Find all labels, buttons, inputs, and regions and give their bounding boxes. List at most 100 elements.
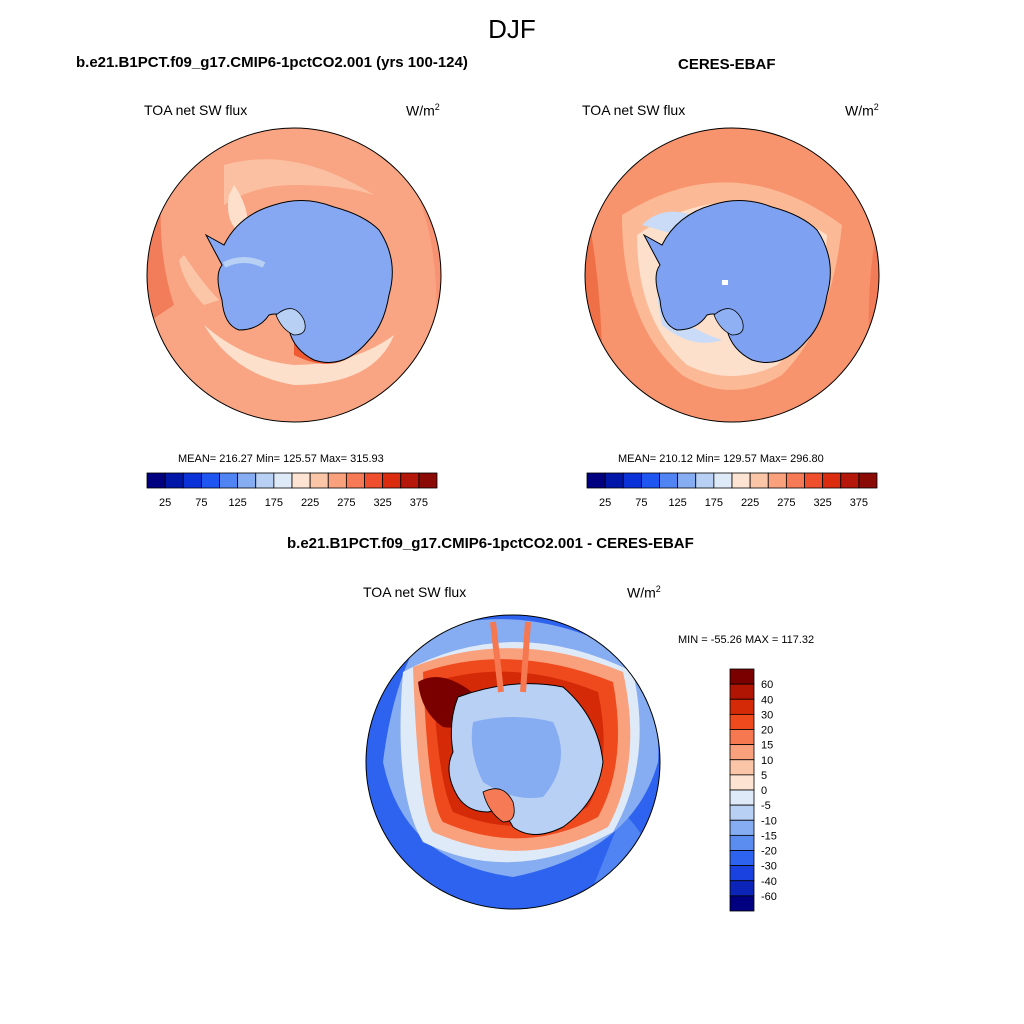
colorbar-swatch	[291, 472, 311, 489]
colorbar-swatch	[749, 472, 769, 489]
colorbar-label: 325	[813, 497, 831, 509]
colorbar-swatch	[822, 472, 842, 489]
colorbar-swatch	[804, 472, 824, 489]
colorbar-label: 125	[668, 497, 686, 509]
panel2-units: W/m2	[845, 102, 879, 119]
colorbar-label: 175	[265, 497, 283, 509]
colorbar-label: -20	[761, 846, 777, 858]
colorbar-swatch	[729, 865, 755, 882]
colorbar-swatch	[729, 774, 755, 791]
colorbar-swatch	[729, 729, 755, 746]
colorbar-swatch	[345, 472, 365, 489]
colorbar-label: -5	[761, 800, 771, 812]
colorbar-label: 60	[761, 679, 773, 691]
panel2-map	[584, 127, 880, 423]
colorbar-swatch	[327, 472, 347, 489]
colorbar-swatch	[731, 472, 751, 489]
colorbar-swatch	[309, 472, 329, 489]
colorbar-swatch	[146, 472, 166, 489]
colorbar-label: -60	[761, 891, 777, 903]
colorbar-swatch	[400, 472, 420, 489]
colorbar-swatch	[729, 744, 755, 761]
colorbar-swatch	[729, 713, 755, 730]
colorbar-swatch	[364, 472, 384, 489]
panel2-antarctica	[642, 200, 831, 363]
colorbar-swatch	[237, 472, 257, 489]
panel1-units: W/m2	[406, 102, 440, 119]
colorbar-swatch	[729, 880, 755, 897]
colorbar-label: 0	[761, 785, 767, 797]
figure-title: DJF	[488, 14, 536, 44]
colorbar-label: 225	[301, 497, 319, 509]
colorbar-swatch	[586, 472, 606, 489]
colorbar-label: 20	[761, 725, 773, 737]
colorbar-label: 375	[850, 497, 868, 509]
panel1-colorbar: 25 75 125 175 225 275 325 375	[146, 472, 438, 509]
colorbar-swatch	[219, 472, 239, 489]
colorbar-swatch	[273, 472, 293, 489]
colorbar-label: -30	[761, 861, 777, 873]
panel1-title: b.e21.B1PCT.f09_g17.CMIP6-1pctCO2.001 (y…	[76, 54, 468, 71]
panel2-title: CERES-EBAF	[678, 56, 776, 73]
colorbar-label: 40	[761, 694, 773, 706]
panel2-stats: MEAN= 210.12 Min= 129.57 Max= 296.80	[618, 453, 824, 465]
diff-title: b.e21.B1PCT.f09_g17.CMIP6-1pctCO2.001 - …	[287, 535, 694, 552]
panel1-antarctica	[204, 200, 393, 363]
colorbar-swatch	[729, 804, 755, 821]
panel3-variable: TOA net SW flux	[363, 584, 467, 600]
colorbar-swatch	[659, 472, 679, 489]
diff-colorbar: 60 40 30 20 15 10 5 0 -5 -10 -15 -20 -30 -40 -60	[729, 668, 777, 912]
colorbar-label: -15	[761, 830, 777, 842]
colorbar-swatch	[182, 472, 202, 489]
colorbar-swatch	[640, 472, 660, 489]
panel1-stats: MEAN= 216.27 Min= 125.57 Max= 315.93	[178, 453, 384, 465]
colorbar-swatch	[729, 834, 755, 851]
colorbar-label: 10	[761, 755, 773, 767]
colorbar-swatch	[785, 472, 805, 489]
colorbar-label: -40	[761, 876, 777, 888]
colorbar-label: 30	[761, 709, 773, 721]
colorbar-label: 275	[337, 497, 355, 509]
colorbar-swatch	[677, 472, 697, 489]
colorbar-swatch	[729, 698, 755, 715]
colorbar-swatch	[729, 683, 755, 700]
colorbar-label: 275	[777, 497, 795, 509]
colorbar-swatch	[729, 819, 755, 836]
panel3-stats: MIN = -55.26 MAX = 117.32	[678, 634, 815, 646]
colorbar-swatch	[255, 472, 275, 489]
colorbar-swatch	[840, 472, 860, 489]
colorbar-swatch	[729, 850, 755, 867]
colorbar-label: 25	[599, 497, 611, 509]
colorbar-swatch	[622, 472, 642, 489]
colorbar-swatch	[858, 472, 878, 489]
colorbar-swatch	[695, 472, 715, 489]
diff-map	[365, 614, 661, 910]
colorbar-swatch	[382, 472, 402, 489]
panel1-variable: TOA net SW flux	[144, 102, 248, 118]
colorbar-label: -10	[761, 815, 777, 827]
colorbar-label: 125	[228, 497, 246, 509]
panel2-colorbar: 25 75 125 175 225 275 325 375	[586, 472, 878, 509]
panel2-variable: TOA net SW flux	[582, 102, 686, 118]
colorbar-swatch	[604, 472, 624, 489]
panel3-units: W/m2	[627, 584, 661, 601]
colorbar-label: 75	[195, 497, 207, 509]
colorbar-label: 375	[410, 497, 428, 509]
colorbar-swatch	[713, 472, 733, 489]
colorbar-swatch	[418, 472, 438, 489]
colorbar-label: 325	[373, 497, 391, 509]
colorbar-swatch	[164, 472, 184, 489]
colorbar-swatch	[729, 895, 755, 912]
colorbar-swatch	[200, 472, 220, 489]
colorbar-label: 15	[761, 740, 773, 752]
colorbar-swatch	[767, 472, 787, 489]
colorbar-label: 75	[635, 497, 647, 509]
colorbar-label: 25	[159, 497, 171, 509]
colorbar-swatch	[729, 668, 755, 685]
colorbar-label: 5	[761, 770, 767, 782]
panel1-map	[146, 127, 442, 423]
colorbar-swatch	[729, 789, 755, 806]
colorbar-label: 225	[741, 497, 759, 509]
colorbar-label: 175	[705, 497, 723, 509]
colorbar-swatch	[729, 759, 755, 776]
